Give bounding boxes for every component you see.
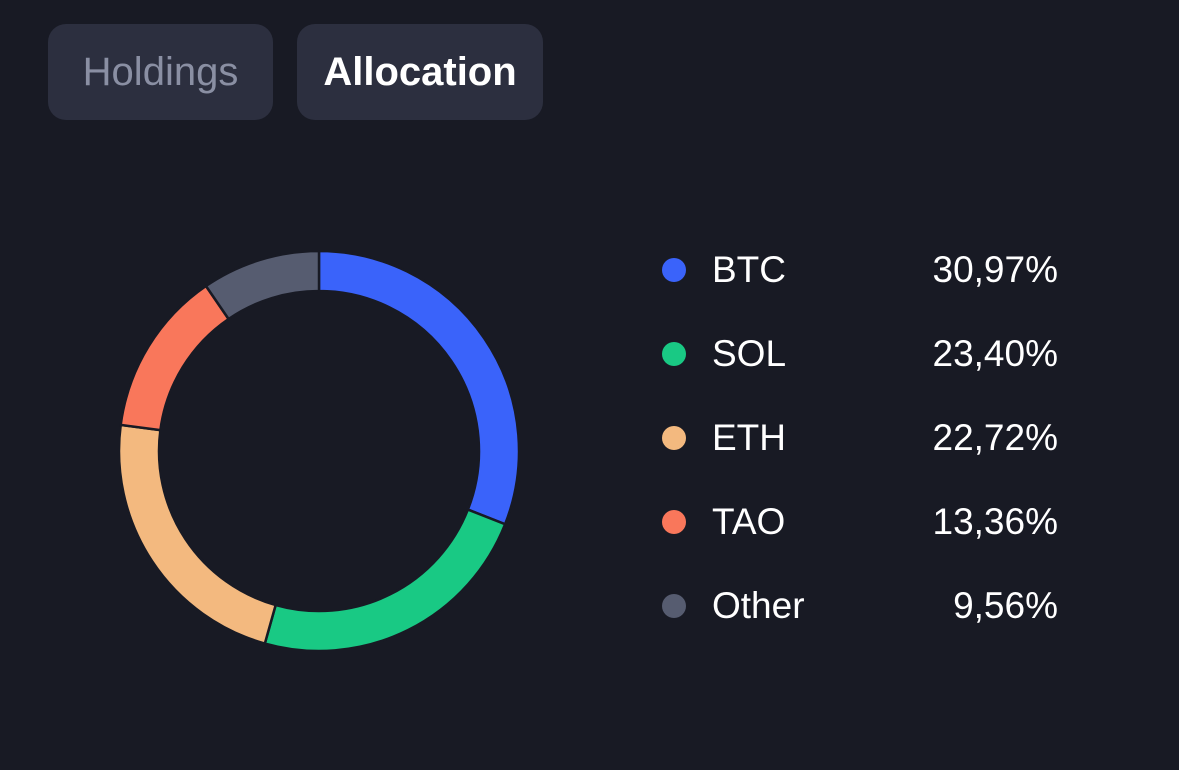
allocation-donut-chart: [119, 251, 519, 651]
donut-slice-eth[interactable]: [119, 423, 278, 646]
legend-row-eth[interactable]: ETH 22,72%: [662, 396, 1062, 480]
tab-bar: Holdings Allocation: [48, 24, 543, 120]
tab-holdings[interactable]: Holdings: [48, 24, 273, 120]
legend-row-tao[interactable]: TAO 13,36%: [662, 480, 1062, 564]
legend-dot-sol: [662, 342, 686, 366]
tab-allocation[interactable]: Allocation: [297, 24, 543, 120]
legend-label-btc: BTC: [712, 249, 786, 290]
donut-slice-other[interactable]: [204, 251, 321, 321]
legend-dot-tao: [662, 510, 686, 534]
legend-row-other[interactable]: Other 9,56%: [662, 564, 1062, 648]
legend-value-eth: 22,72%: [932, 417, 1059, 458]
legend-label-tao: TAO: [712, 501, 786, 542]
legend-row-btc[interactable]: BTC 30,97%: [662, 228, 1062, 312]
legend-dot-eth: [662, 426, 686, 450]
legend-value-tao: 13,36%: [932, 501, 1059, 542]
donut-slice-btc[interactable]: [317, 251, 519, 526]
legend-value-btc: 30,97%: [932, 249, 1059, 290]
legend-row-sol[interactable]: SOL 23,40%: [662, 312, 1062, 396]
legend-label-sol: SOL: [712, 333, 787, 374]
legend-label-other: Other: [712, 585, 805, 626]
legend-dot-btc: [662, 258, 686, 282]
legend-value-sol: 23,40%: [932, 333, 1059, 374]
legend-label-eth: ETH: [712, 417, 786, 458]
donut-slice-tao[interactable]: [119, 284, 231, 432]
legend-value-other: 9,56%: [953, 585, 1058, 626]
allocation-legend: BTC 30,97% SOL 23,40% ETH 22,72% TAO 13,…: [662, 228, 1062, 648]
legend-dot-other: [662, 594, 686, 618]
donut-slice-sol[interactable]: [263, 507, 507, 651]
